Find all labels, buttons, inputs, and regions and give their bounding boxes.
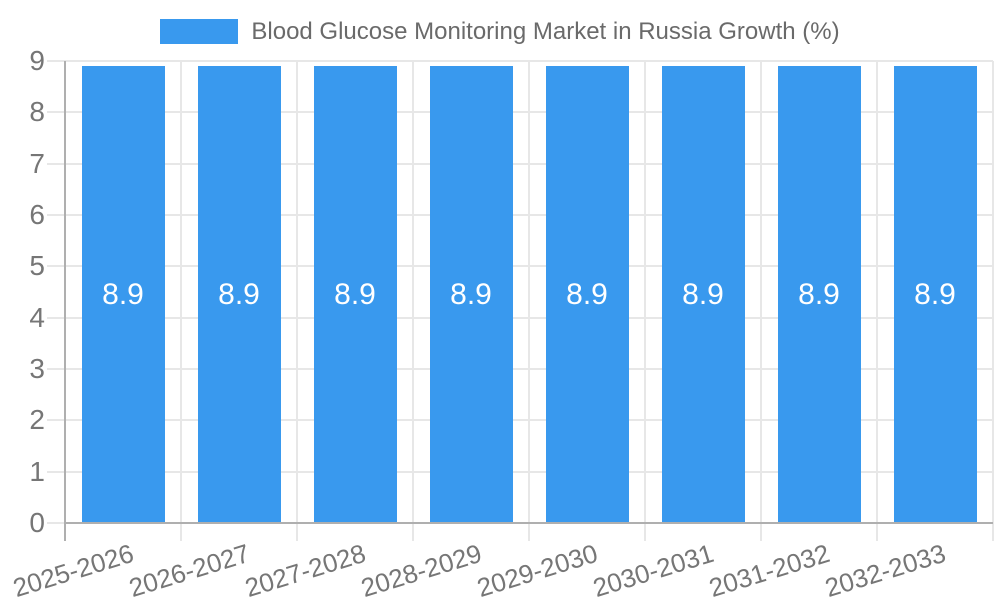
v-gridline	[644, 61, 646, 541]
x-tick-label: 2026-2027	[125, 538, 253, 600]
bar-value-label: 8.9	[914, 277, 956, 311]
bar	[429, 66, 513, 523]
bar	[777, 66, 861, 523]
y-tick-label: 6	[29, 199, 45, 230]
y-tickmark	[47, 316, 65, 319]
y-tick-label: 5	[29, 250, 45, 282]
y-tick-label: 3	[29, 353, 45, 384]
v-gridline	[760, 61, 762, 541]
v-gridline	[992, 61, 994, 541]
bar-value-label: 8.9	[218, 277, 260, 311]
bar	[545, 66, 629, 523]
bar-value-label: 8.9	[102, 277, 144, 311]
bar	[661, 66, 745, 523]
y-tickmark	[47, 522, 65, 524]
y-tickmark	[47, 368, 65, 370]
legend-label: Blood Glucose Monitoring Market in Russi…	[251, 18, 840, 45]
bar	[893, 66, 977, 523]
bar-value-label: 8.9	[682, 277, 724, 311]
y-tick-label: 2	[29, 404, 45, 436]
x-tick-label: 2032-2033	[821, 538, 949, 600]
y-tick-label: 9	[29, 45, 45, 76]
legend-swatch-icon	[160, 19, 239, 44]
v-gridline	[296, 61, 298, 541]
x-tick-label: 2028-2029	[357, 538, 485, 600]
bar-value-label: 8.9	[566, 277, 608, 311]
x-tick-label: 2030-2031	[589, 538, 717, 600]
v-gridline	[876, 61, 878, 541]
v-gridline	[412, 61, 414, 541]
x-tick-label: 2029-2030	[473, 538, 601, 600]
y-tick-label: 8	[29, 96, 45, 128]
y-tickmark	[47, 214, 65, 216]
bar-value-label: 8.9	[450, 277, 492, 311]
x-tick-label: 2027-2028	[241, 538, 369, 600]
bar	[81, 66, 165, 523]
bar-value-label: 8.9	[334, 277, 376, 311]
bar	[197, 66, 281, 523]
y-tickmark	[47, 60, 65, 62]
y-tick-label: 7	[29, 147, 45, 179]
bar-value-label: 8.9	[798, 277, 840, 311]
chart-legend[interactable]: Blood Glucose Monitoring Market in Russi…	[0, 17, 1000, 46]
y-tick-label: 0	[29, 507, 45, 538]
bar	[313, 66, 397, 523]
y-tick-label: 1	[29, 455, 45, 487]
v-gridline	[528, 61, 530, 541]
y-tickmark	[47, 265, 65, 268]
y-tick-label: 4	[29, 301, 45, 333]
x-axis-line	[65, 522, 993, 524]
y-tickmark	[47, 470, 65, 473]
y-tickmark	[47, 111, 65, 114]
y-tickmark	[47, 419, 65, 422]
v-gridline	[180, 61, 182, 541]
x-tick-label: 2031-2032	[705, 538, 833, 600]
x-tick-label: 2025-2026	[9, 538, 137, 600]
y-axis-line	[64, 61, 66, 541]
y-tickmark	[47, 162, 65, 165]
